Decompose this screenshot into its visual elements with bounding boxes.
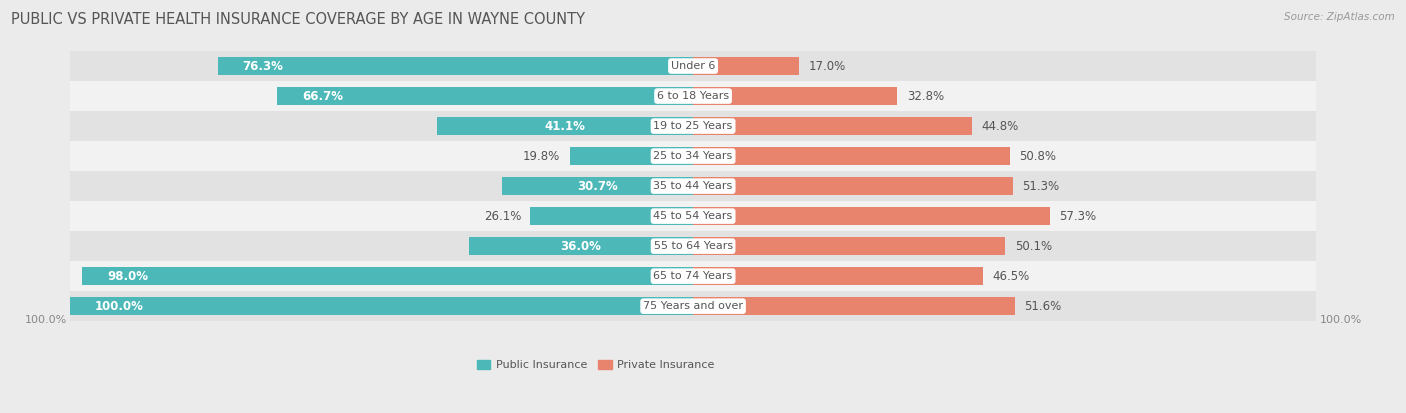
Text: 51.3%: 51.3% [1022,180,1059,192]
Text: 100.0%: 100.0% [24,315,67,325]
Text: 66.7%: 66.7% [302,90,343,102]
Text: 50.1%: 50.1% [1015,240,1052,253]
Text: 6 to 18 Years: 6 to 18 Years [657,91,730,101]
Text: 100.0%: 100.0% [94,300,143,313]
Bar [70,81,1316,111]
Bar [70,141,1316,171]
Text: 19 to 25 Years: 19 to 25 Years [654,121,733,131]
Text: 36.0%: 36.0% [561,240,602,253]
Bar [693,237,1005,255]
Bar [70,171,1316,201]
Bar [70,51,1316,81]
Text: 17.0%: 17.0% [808,59,845,73]
Text: 19.8%: 19.8% [523,150,561,163]
Bar [693,267,983,285]
Bar [693,207,1050,225]
Bar [693,117,973,135]
Bar [693,57,799,75]
Bar [693,297,1015,316]
Bar [70,297,693,316]
Bar [693,177,1012,195]
Text: 55 to 64 Years: 55 to 64 Years [654,241,733,251]
Bar [70,231,1316,261]
Text: PUBLIC VS PRIVATE HEALTH INSURANCE COVERAGE BY AGE IN WAYNE COUNTY: PUBLIC VS PRIVATE HEALTH INSURANCE COVER… [11,12,585,27]
Bar [70,261,1316,291]
Text: 76.3%: 76.3% [243,59,284,73]
Text: 25 to 34 Years: 25 to 34 Years [654,151,733,161]
Bar [70,111,1316,141]
Text: 44.8%: 44.8% [981,120,1019,133]
Text: 46.5%: 46.5% [993,270,1029,282]
Bar [83,267,693,285]
Text: 45 to 54 Years: 45 to 54 Years [654,211,733,221]
Bar [70,291,1316,321]
Bar [468,237,693,255]
Bar [218,57,693,75]
Text: 41.1%: 41.1% [544,120,585,133]
Bar [437,117,693,135]
Text: 57.3%: 57.3% [1060,210,1097,223]
Text: 100.0%: 100.0% [1319,315,1361,325]
Bar [277,87,693,105]
Text: 26.1%: 26.1% [484,210,522,223]
Text: 65 to 74 Years: 65 to 74 Years [654,271,733,281]
Text: 32.8%: 32.8% [907,90,943,102]
Legend: Public Insurance, Private Insurance: Public Insurance, Private Insurance [477,360,714,370]
Text: Under 6: Under 6 [671,61,716,71]
Bar [569,147,693,165]
Bar [693,147,1010,165]
Text: 30.7%: 30.7% [576,180,617,192]
Bar [530,207,693,225]
Text: 51.6%: 51.6% [1024,300,1062,313]
Text: 75 Years and over: 75 Years and over [643,301,744,311]
Bar [693,87,897,105]
Text: 35 to 44 Years: 35 to 44 Years [654,181,733,191]
Text: Source: ZipAtlas.com: Source: ZipAtlas.com [1284,12,1395,22]
Text: 98.0%: 98.0% [107,270,149,282]
Text: 50.8%: 50.8% [1019,150,1056,163]
Bar [70,201,1316,231]
Bar [502,177,693,195]
